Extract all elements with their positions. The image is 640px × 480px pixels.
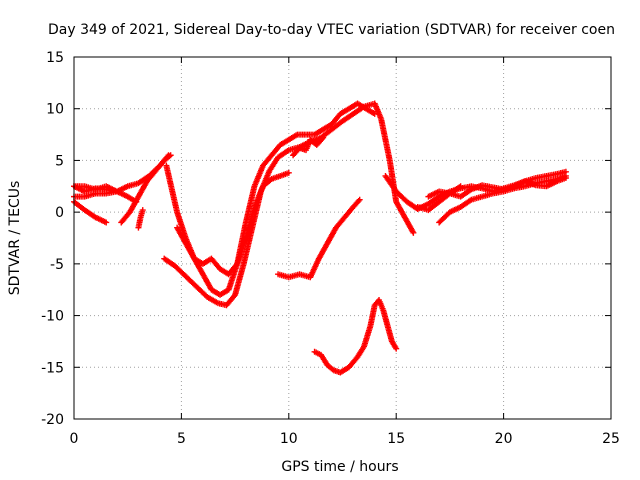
axis-layer: 0 5 10 15 20 25 -20 -15 -10 -5 0 5 10 15	[41, 50, 620, 447]
data-point	[356, 196, 363, 203]
series-arc-9	[161, 100, 417, 309]
marker-fill	[355, 197, 362, 204]
series-arc-14	[275, 196, 363, 281]
y-tick-label: -10	[41, 309, 64, 325]
x-tick-label: 10	[280, 431, 298, 447]
data-point	[410, 229, 417, 236]
data-point	[393, 345, 400, 352]
y-tick-label: 10	[46, 102, 64, 118]
marker-fill	[319, 135, 326, 142]
x-axis-label: GPS time / hours	[281, 459, 398, 475]
y-tick-label: 0	[55, 205, 64, 221]
series-arc-8	[174, 169, 292, 278]
y-tick-label: -5	[50, 257, 64, 273]
chart-title: Day 349 of 2021, Sidereal Day-to-day VTE…	[48, 22, 615, 38]
series-arc-11	[425, 175, 569, 200]
series-arc-7	[163, 100, 378, 298]
series-arc-12	[436, 172, 569, 226]
x-tick-label: 20	[495, 431, 513, 447]
data-point	[562, 172, 569, 179]
grid-layer	[74, 57, 611, 419]
x-tick-label: 25	[602, 431, 620, 447]
data-point	[457, 183, 464, 190]
plot-frame	[73, 56, 612, 420]
data-point	[113, 188, 120, 195]
series-arc-3	[71, 198, 110, 226]
data-point	[139, 207, 146, 214]
series-arc-16	[290, 134, 327, 159]
marker-fill	[166, 153, 173, 160]
data-point	[320, 134, 327, 141]
series-arc-5	[118, 152, 174, 226]
y-tick-label: 15	[46, 50, 64, 66]
data-point	[167, 152, 174, 159]
y-axis-label: SDTVAR / TECUs	[7, 181, 23, 296]
y-tick-label: -20	[41, 412, 64, 428]
data-layer	[71, 100, 569, 376]
x-tick-label: 15	[387, 431, 405, 447]
x-tick-label: 0	[70, 431, 79, 447]
data-point	[285, 169, 292, 176]
x-tick-label: 5	[177, 431, 186, 447]
series-arc-15	[311, 297, 400, 376]
series-arc-2	[71, 183, 140, 205]
y-tick-label: -15	[41, 360, 64, 376]
data-point	[103, 219, 110, 226]
series-arc-13	[414, 183, 464, 214]
series-arc-6	[135, 207, 146, 231]
y-tick-label: 5	[55, 153, 64, 169]
